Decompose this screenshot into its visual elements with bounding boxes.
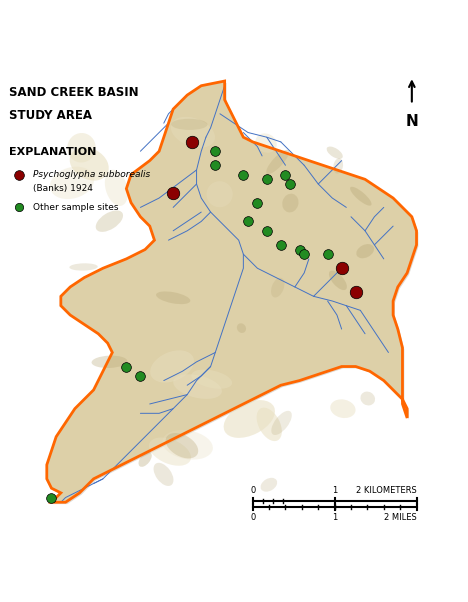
- Text: Other sample sites: Other sample sites: [33, 203, 118, 212]
- Ellipse shape: [139, 452, 152, 467]
- Ellipse shape: [154, 463, 174, 486]
- Ellipse shape: [333, 158, 343, 173]
- Ellipse shape: [237, 323, 246, 333]
- Text: 2 MILES: 2 MILES: [384, 512, 417, 521]
- Polygon shape: [47, 81, 417, 502]
- Ellipse shape: [360, 391, 375, 406]
- Ellipse shape: [173, 374, 222, 399]
- Ellipse shape: [171, 119, 207, 130]
- Ellipse shape: [261, 478, 277, 492]
- Text: Psychoglypha subborealis: Psychoglypha subborealis: [33, 170, 150, 179]
- Ellipse shape: [105, 170, 128, 206]
- Ellipse shape: [70, 147, 109, 181]
- Ellipse shape: [171, 117, 215, 147]
- Text: 1: 1: [332, 512, 337, 521]
- Ellipse shape: [356, 244, 374, 258]
- Text: (Banks) 1924: (Banks) 1924: [33, 184, 93, 193]
- Ellipse shape: [50, 167, 94, 199]
- Ellipse shape: [191, 370, 232, 389]
- Ellipse shape: [350, 187, 372, 206]
- Ellipse shape: [330, 399, 356, 418]
- Text: 0: 0: [250, 512, 256, 521]
- Ellipse shape: [149, 438, 191, 466]
- Ellipse shape: [162, 430, 213, 459]
- Ellipse shape: [256, 408, 282, 441]
- Ellipse shape: [271, 411, 292, 435]
- Ellipse shape: [166, 433, 198, 458]
- Ellipse shape: [150, 350, 194, 382]
- Text: SAND CREEK BASIN: SAND CREEK BASIN: [9, 85, 139, 99]
- Text: N: N: [405, 114, 418, 129]
- Text: 1: 1: [332, 486, 337, 495]
- Ellipse shape: [69, 263, 98, 271]
- Text: 2 KILOMETERS: 2 KILOMETERS: [356, 486, 417, 495]
- Ellipse shape: [67, 133, 95, 163]
- Ellipse shape: [156, 291, 190, 304]
- Text: EXPLANATION: EXPLANATION: [9, 146, 97, 157]
- Ellipse shape: [96, 211, 123, 232]
- Text: STUDY AREA: STUDY AREA: [9, 109, 92, 122]
- Ellipse shape: [282, 194, 299, 213]
- Polygon shape: [49, 83, 418, 504]
- Text: 0: 0: [250, 486, 256, 495]
- Ellipse shape: [329, 270, 347, 290]
- Ellipse shape: [224, 400, 275, 438]
- Ellipse shape: [256, 134, 277, 153]
- Ellipse shape: [271, 278, 285, 297]
- Ellipse shape: [92, 356, 127, 368]
- Ellipse shape: [206, 181, 233, 207]
- Ellipse shape: [327, 146, 343, 159]
- Ellipse shape: [266, 150, 289, 174]
